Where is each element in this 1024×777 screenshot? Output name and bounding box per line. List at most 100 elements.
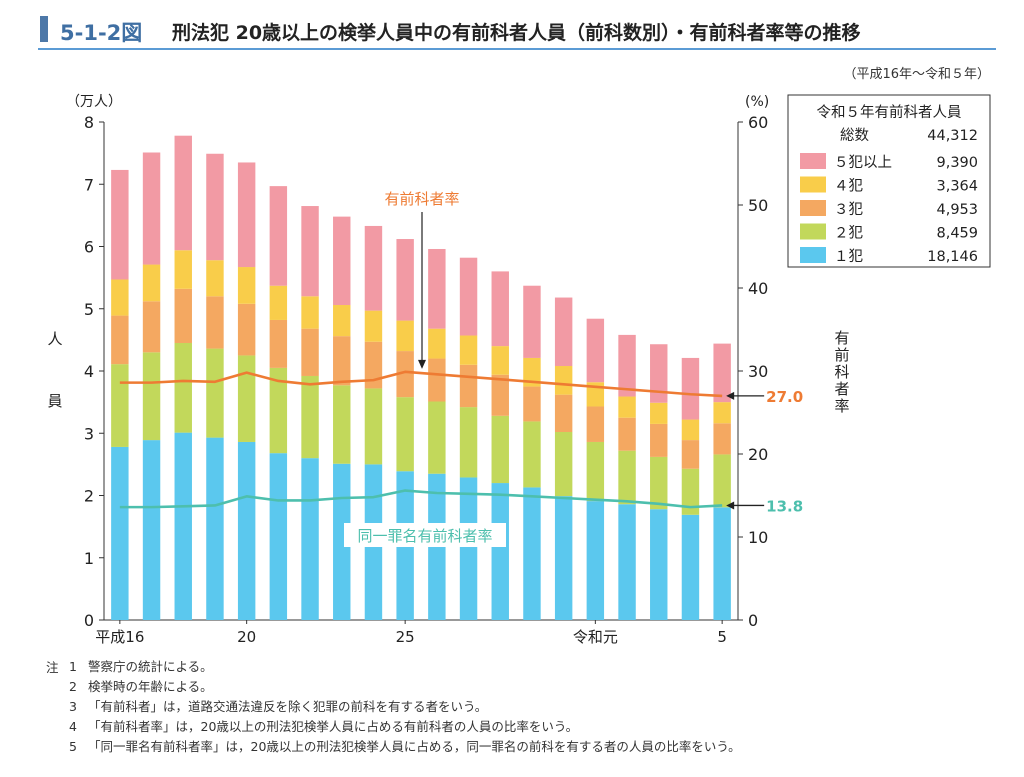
end-value-arrowhead [726,391,735,400]
right-axis-label-char: 前 [834,346,849,364]
notes: 1 警察庁の統計による。 2 検挙時の年齢による。 3 「有前科者」は，道路交通法違反を除… [58,657,741,757]
x-tick-label: 令和元 [573,628,618,646]
bar-segment [174,135,192,251]
bar-segment [396,320,414,352]
bar-segment [713,343,731,403]
notes-head: 注 [46,660,59,675]
bar-segment [650,509,668,620]
figure-number: 5-1-2図 [60,21,143,45]
callout-arrow-head [418,359,426,369]
bar-segment [142,352,161,441]
header-marker [40,16,48,42]
left-tick-label: 6 [84,238,94,257]
bar-segment [554,496,573,620]
note-line: 3 「有前科者」は，道路交通法違反を除く犯罪の前科を有する者をいう。 [58,697,741,717]
bar-segment [237,441,256,620]
bar-segment [491,271,509,347]
bar-segment [269,186,288,286]
bar-segment [333,216,351,306]
legend-item-value: 4,953 [936,202,978,218]
bar-segment [174,432,192,620]
bar-segment [269,319,288,368]
bar-segment [681,419,700,441]
bar-segment [428,248,446,329]
note-number: 4 [69,719,77,734]
bar-segment [459,335,478,365]
legend-item-value: 18,146 [927,249,978,265]
note-number: 3 [69,699,77,714]
left-tick-label: 2 [84,487,94,506]
bar-segment [333,305,351,337]
legend-item-label: ２犯 [834,225,863,242]
left-axis-label-char: 人 [47,330,62,348]
bar-segment [396,397,414,472]
bar-segment [301,375,319,459]
same-offense-rate-line [119,489,723,509]
bar-segment [206,348,224,438]
bar-segment [364,388,383,465]
bar-segment [523,386,541,422]
legend-swatch [800,200,826,216]
note-text: 「同一罪名有前科者率」は，20歳以上の刑法犯検挙人員に占める，同一罪名の前科を有… [88,739,741,754]
same-offense-rate-callout: 同一罪名有前科者率 [357,527,492,545]
bar-segment [681,468,700,515]
bar-segment [554,394,573,433]
bar-segment [681,514,700,620]
note-line: 5 「同一罪名有前科者率」は，20歳以上の刑法犯検挙人員に占める，同一罪名の前科を… [58,737,741,757]
bar-segment [650,456,668,510]
bar-segment [618,417,636,451]
bar-segment [459,477,478,620]
prior-conviction-rate-line [119,370,723,398]
bar-segment [269,453,288,620]
bar-segment [428,328,446,359]
bar-segment [206,153,224,261]
bar-segment [206,296,224,349]
bar-segment [111,315,129,365]
bar-segment [237,267,256,304]
bar-segment [586,406,605,442]
bar-segment [459,257,478,336]
bar-segment [142,301,161,353]
bar-segment [681,440,700,469]
right-axis-label-char: 有 [834,329,849,347]
bar-segment [206,437,224,620]
bar-segment [459,407,478,478]
bar-segment [523,285,541,358]
bar-segment [523,421,541,488]
bar-segment [554,432,573,497]
right-axis-label-char: 率 [834,397,849,415]
end-value-arrowhead [726,501,735,510]
right-tick-label: 40 [748,279,768,298]
bar-segment [237,355,256,442]
legend-swatch [800,153,826,169]
legend-title: 令和５年有前科者人員 [817,104,962,121]
bar-segment [111,364,129,447]
bar-segment [396,239,414,321]
bar-segment [459,364,478,408]
right-tick-label: 0 [748,611,758,630]
bar-segment [586,501,605,620]
bar-segment [174,288,192,343]
note-text: 警察庁の統計による。 [88,659,213,674]
note-number: 1 [69,659,77,674]
bar-segment [713,507,731,620]
bar-segment [554,297,573,367]
period-label: （平成16年〜令和５年） [843,67,990,82]
bar-segment [301,328,319,376]
bar-segment [491,374,509,416]
bar-segment [111,279,129,316]
note-text: 「有前科者率」は，20歳以上の刑法犯検挙人員に占める有前科者の人員の比率をいう。 [88,719,579,734]
bar-segment [618,504,636,620]
prior-conviction-rate-callout: 有前科者率 [384,190,459,208]
bar-segment [713,454,731,508]
figure-title: 刑法犯 20歳以上の検挙人員中の有前科者人員（前科数別）・有前科者率等の推移 [172,22,861,44]
bar-segment [650,344,668,403]
note-number: 5 [69,739,77,754]
bar-segment [269,367,288,454]
bar-segment [554,366,573,395]
bar-segment [269,285,288,320]
bar-segment [142,440,161,620]
end-value-label: 13.8 [766,497,803,515]
right-tick-label: 50 [748,196,768,215]
bar-segment [111,169,129,280]
